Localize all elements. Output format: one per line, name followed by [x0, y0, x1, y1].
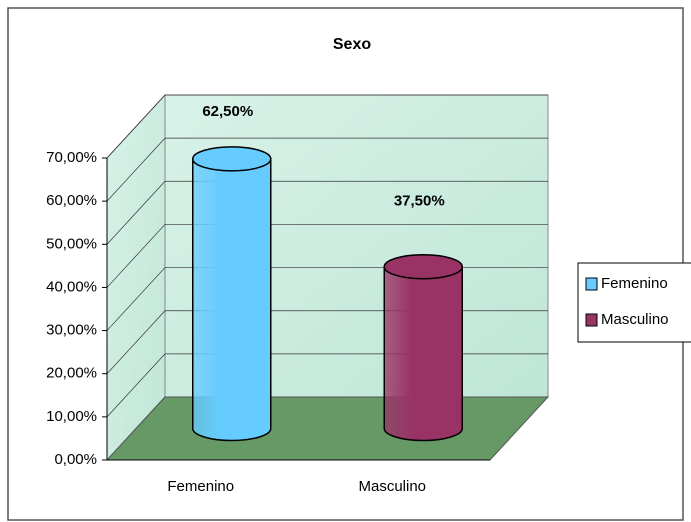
y-tick-label: 60,00%	[46, 192, 97, 209]
value-label: 37,50%	[394, 193, 445, 210]
grid-line	[106, 181, 166, 245]
bar	[192, 158, 272, 442]
grid-line	[106, 224, 166, 288]
legend-label: Masculino	[601, 311, 669, 328]
x-tick-label: Femenino	[167, 478, 234, 495]
grid-line	[106, 353, 166, 418]
grid-line	[106, 310, 166, 374]
value-label: 62,50%	[202, 103, 253, 120]
legend-label: Femenino	[601, 275, 668, 292]
grid-line	[106, 137, 166, 202]
y-tick-label: 70,00%	[46, 149, 97, 166]
bar-top	[383, 253, 463, 280]
grid-line	[106, 267, 166, 331]
legend-box	[577, 262, 691, 343]
x-tick-label: Masculino	[358, 478, 426, 495]
y-tick-label: 20,00%	[46, 365, 97, 382]
y-tick-label: 40,00%	[46, 278, 97, 295]
y-tick-label: 50,00%	[46, 235, 97, 252]
bar	[383, 265, 463, 442]
legend-swatch	[585, 277, 598, 291]
y-tick-label: 30,00%	[46, 322, 97, 339]
bar-top	[192, 146, 272, 172]
chart-title: Sexo	[333, 36, 371, 53]
grid-line	[106, 94, 166, 159]
y-tick-label: 0,00%	[54, 451, 97, 468]
legend-swatch	[585, 313, 598, 327]
floor	[105, 396, 550, 461]
y-tick-label: 10,00%	[46, 408, 97, 425]
